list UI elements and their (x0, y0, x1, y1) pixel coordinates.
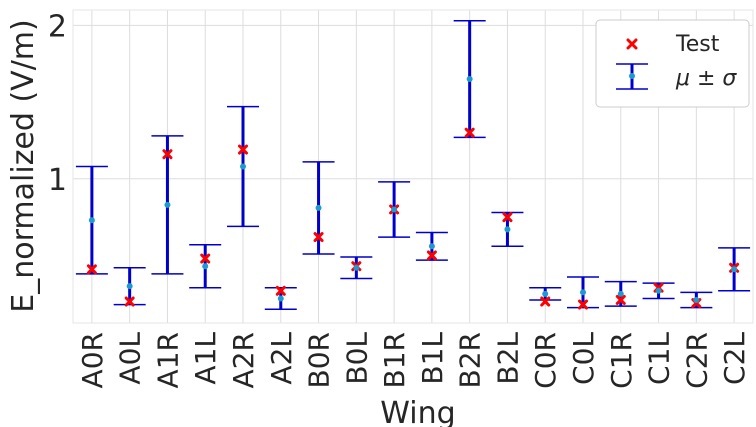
mean-point (240, 163, 246, 170)
mean-point (315, 204, 322, 211)
y-ticks: 12 (48, 9, 67, 197)
mean-point (731, 266, 738, 273)
mean-point (202, 263, 209, 270)
x-tick-label: B0R (303, 332, 336, 388)
test-point (426, 250, 437, 261)
plot-frame (72, 9, 754, 324)
x-tick-label: C0L (567, 332, 600, 385)
x-tick-label: C1L (643, 332, 676, 385)
legend: Test μ ± σ (595, 19, 750, 108)
x-tick-label: A0L (114, 332, 147, 385)
x-tick-label: A0R (76, 332, 109, 388)
test-point (615, 294, 626, 305)
test-point (578, 299, 588, 310)
x-tick-label: A2R (227, 332, 260, 388)
test-point (464, 127, 475, 138)
legend-test-label: Test (675, 32, 720, 57)
test-point (313, 232, 324, 243)
legend-errorbar-marker (616, 63, 648, 90)
mean-point (391, 206, 398, 213)
x-tick-label: B1R (378, 332, 411, 388)
legend-test-marker (626, 38, 638, 50)
x-tick-label: C2L (718, 332, 751, 385)
x-tick-label: A1L (189, 332, 222, 385)
x-tick-label: B2R (454, 332, 487, 388)
mean-point (655, 287, 662, 294)
x-tick-label: C1R (605, 332, 638, 389)
mean-point (277, 295, 284, 302)
mean-point (542, 290, 549, 297)
y-tick-label: 2 (48, 9, 67, 44)
x-axis-label: Wing (380, 396, 455, 427)
test-point (162, 149, 173, 160)
x-tick-label: A2L (265, 332, 298, 385)
test-point (200, 253, 211, 264)
mean-point (126, 283, 133, 290)
x-tick-label: B2L (491, 332, 524, 385)
mean-point (88, 217, 95, 224)
mean-point (353, 264, 360, 271)
x-tick-label: B0L (340, 332, 373, 385)
x-tick-label: A1R (151, 332, 184, 388)
y-axis-label: E_normalized (V/m) (6, 19, 41, 312)
test-point (238, 144, 248, 155)
y-tick-label: 1 (48, 163, 67, 198)
errorbars (75, 19, 751, 310)
mean-point (428, 243, 435, 250)
x-tick-label: B1L (416, 332, 449, 385)
mean-point (580, 289, 586, 296)
test-point (275, 285, 286, 296)
x-ticks: A0R A0L A1R A1L A2R A2L B0R B0L B1R B1L B2R B2L C0R C… (76, 332, 751, 389)
mean-points (88, 76, 738, 303)
test-point (86, 264, 97, 275)
legend-errorbar-label: μ ± σ (675, 66, 737, 91)
mean-point (617, 290, 624, 297)
mean-point (164, 201, 171, 208)
test-point (502, 212, 513, 223)
test-point (124, 296, 135, 307)
mean-point (466, 76, 473, 83)
test-point (540, 296, 551, 307)
mean-point (504, 226, 511, 233)
x-tick-label: C0R (529, 332, 562, 389)
mean-point (693, 296, 700, 303)
x-tick-label: C2R (680, 332, 713, 389)
